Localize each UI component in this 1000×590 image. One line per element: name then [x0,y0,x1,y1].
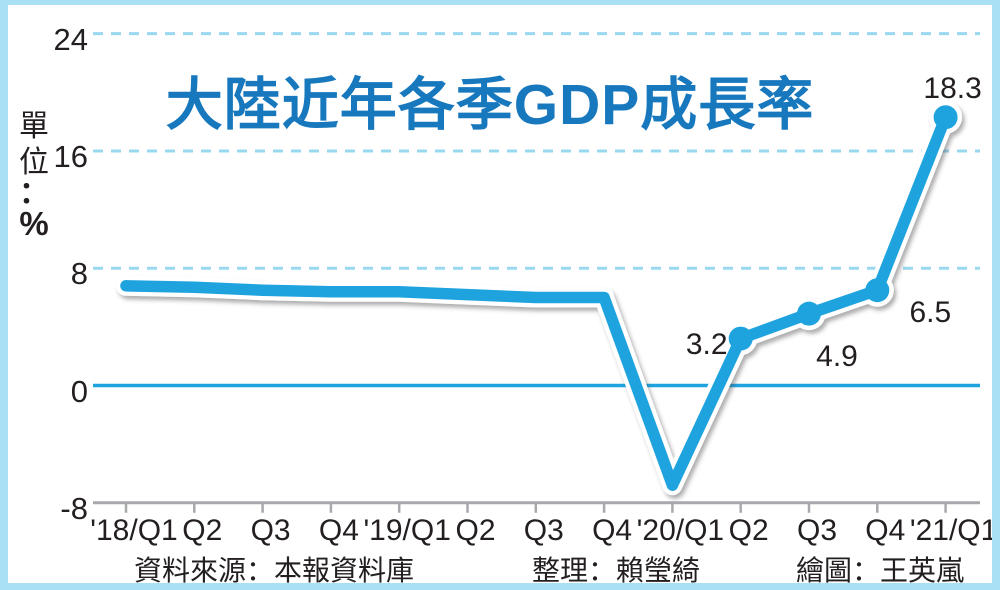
unit-colon: ： [19,177,49,210]
unit-percent-sign: % [19,205,49,242]
x-axis-label: Q4 [865,514,906,547]
x-axis-label: Q3 [523,514,564,547]
x-axis-label: Q2 [455,514,496,547]
footer-compiled-by: 整理：賴瑩綺 [532,555,701,586]
data-point-marker [728,326,753,351]
x-axis-label: '20/Q1 [636,514,725,547]
line-series-layer [120,105,958,491]
y-axis-label: 24 [53,21,88,57]
footer-source: 資料來源：本報資料庫 [134,555,415,586]
x-axis-label: Q4 [318,514,359,547]
data-point-marker [933,105,958,130]
x-axis-label: '18/Q1 [90,514,178,547]
y-axis-label: 0 [70,373,88,409]
point-value-label: 4.9 [816,339,858,373]
x-axis-label: Q3 [796,514,838,547]
y-axis-label: -8 [60,490,88,526]
x-axis-label: Q3 [250,514,291,547]
footer-drawn-by: 繪圖：王英嵐 [796,555,965,586]
chart-title: 大陸近年各季GDP成長率 [165,73,815,137]
unit-char: 位 [19,146,49,179]
y-axis-label: 8 [70,256,88,292]
x-axis-label: '21/Q1 [909,514,998,547]
point-value-label: 6.5 [909,296,952,330]
x-axis-label: Q2 [182,514,223,547]
gridlines [93,32,980,388]
y-axis-label: 16 [53,138,88,174]
point-value-label: 18.3 [923,72,982,106]
y-axis-unit-label: 單 位 ： % [8,109,60,241]
x-axis-label: Q4 [592,514,633,547]
data-point-marker [865,278,890,303]
unit-char: 單 [19,110,49,143]
x-axis-label: '19/Q1 [363,514,451,547]
data-point-marker [797,301,821,326]
x-axis [93,501,980,513]
point-value-label: 3.2 [685,327,728,361]
x-axis-label: Q2 [728,514,769,547]
